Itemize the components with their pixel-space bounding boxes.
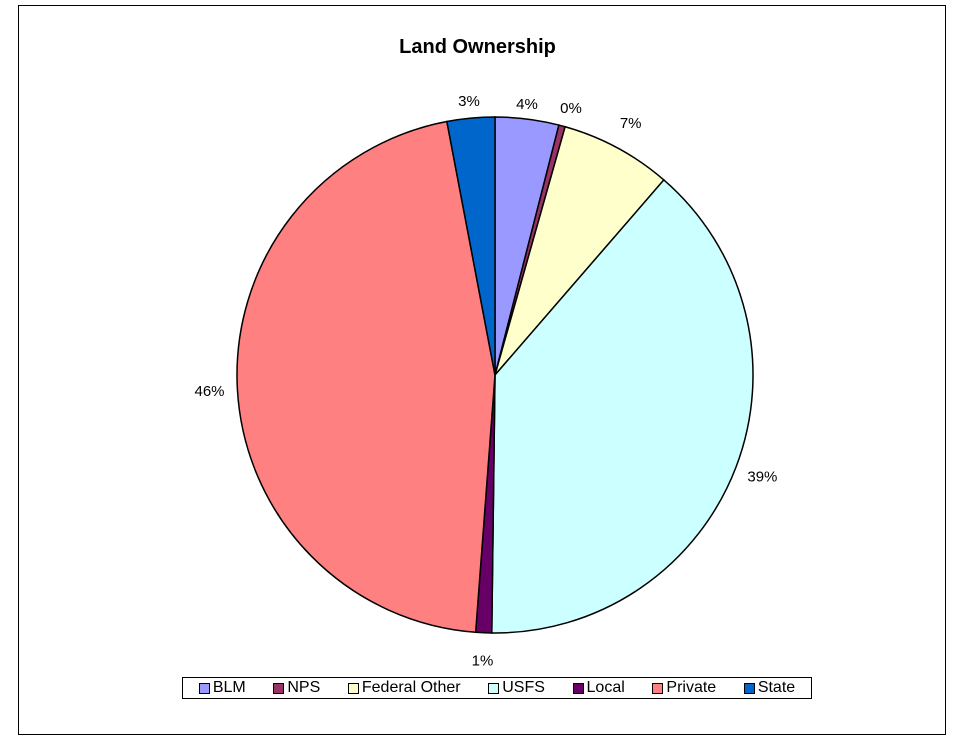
legend-item-state: State <box>743 679 796 697</box>
pie-slice-state <box>445 116 496 376</box>
legend-swatch <box>347 682 359 694</box>
pie-label-nps: 0% <box>560 100 582 117</box>
legend-item-private: Private <box>652 679 716 697</box>
legend-item-federal-other: Federal Other <box>347 679 461 697</box>
pie-slices <box>236 116 754 634</box>
chart-title: Land Ownership <box>399 36 556 58</box>
legend-swatch <box>273 682 285 694</box>
legend-label: Federal Other <box>361 679 461 696</box>
pie-label-state: 3% <box>458 93 480 110</box>
legend-swatch <box>572 682 584 694</box>
pie-slice-federal-other <box>494 125 665 376</box>
legend-item-usfs: USFS <box>488 679 545 697</box>
legend-item-local: Local <box>572 679 625 697</box>
pie-label-usfs: 39% <box>747 469 777 486</box>
pie-slice-usfs <box>491 178 754 634</box>
legend-label: BLM <box>212 679 246 696</box>
legend-label: USFS <box>502 679 545 696</box>
legend-item-blm: BLM <box>198 679 246 697</box>
legend-swatch <box>652 682 664 694</box>
legend-label: Local <box>586 679 625 696</box>
pie-label-blm: 4% <box>516 96 538 113</box>
legend-label: NPS <box>287 679 321 696</box>
legend-label: Private <box>666 679 717 696</box>
legend-swatch <box>743 682 755 694</box>
legend-item-nps: NPS <box>273 679 320 697</box>
pie-slice-private <box>236 120 496 634</box>
legend-swatch <box>488 682 500 694</box>
pie-label-local: 1% <box>472 653 494 670</box>
pie-label-private: 46% <box>194 383 224 400</box>
pie-label-federal-other: 7% <box>620 115 642 132</box>
legend-label: State <box>757 679 796 696</box>
chart-legend: BLM NPS Federal Other USFS Local Private State <box>182 677 812 699</box>
legend-swatch <box>198 682 210 694</box>
pie-labels: 4% 0% 7% 39% 1% 46% 3% <box>194 93 777 670</box>
